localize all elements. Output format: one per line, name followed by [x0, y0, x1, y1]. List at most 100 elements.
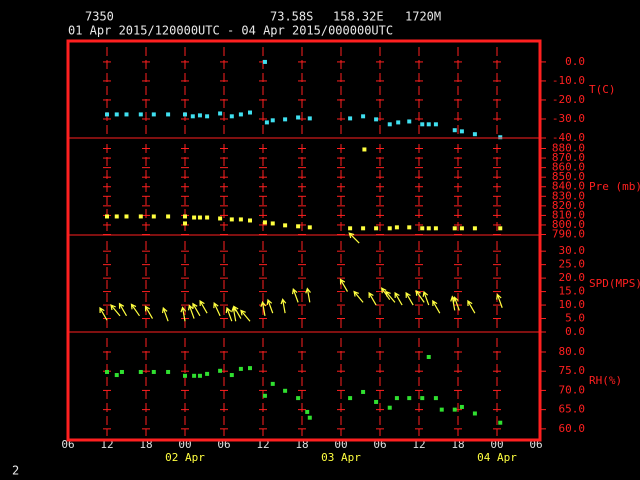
wind-arrow	[415, 289, 425, 303]
data-point	[394, 225, 399, 230]
data-point	[183, 214, 187, 219]
data-point	[420, 226, 425, 231]
data-point	[396, 120, 401, 125]
data-point	[238, 366, 243, 371]
data-point	[192, 373, 197, 378]
data-point	[361, 114, 366, 119]
data-point	[439, 407, 444, 412]
data-point	[229, 373, 234, 378]
y-tick-label: 25.0	[559, 258, 586, 271]
data-point	[305, 409, 310, 414]
data-point	[361, 389, 366, 394]
y-tick-label: 5.0	[565, 312, 585, 325]
y-tick-label: 15.0	[559, 285, 586, 298]
data-point	[307, 225, 312, 230]
y-tick-label: 70.0	[559, 383, 586, 396]
data-point	[387, 405, 392, 410]
data-point	[452, 226, 457, 231]
data-point	[472, 411, 477, 416]
data-point	[166, 214, 171, 219]
data-point	[407, 225, 412, 230]
y-tick-label: 75.0	[559, 364, 586, 377]
data-point	[205, 371, 210, 376]
data-point	[264, 120, 269, 125]
data-point	[218, 111, 223, 116]
data-point	[498, 226, 503, 231]
data-point	[296, 115, 301, 120]
wind-arrow	[118, 302, 128, 317]
data-point	[374, 399, 379, 404]
station-id: 7350	[85, 10, 114, 24]
axis-title: T(C)	[589, 83, 616, 96]
data-point	[218, 368, 223, 373]
y-tick-label: 840.0	[552, 180, 585, 193]
wind-arrow	[260, 300, 267, 316]
data-point	[262, 59, 267, 64]
data-point	[114, 214, 119, 219]
y-tick-label: -20.0	[552, 93, 585, 106]
elevation: 1720M	[405, 10, 441, 24]
data-point	[296, 224, 301, 229]
wind-arrow	[496, 293, 503, 308]
data-point	[105, 369, 109, 374]
wind-arrow	[467, 299, 476, 314]
frame	[66, 39, 542, 442]
data-point	[270, 381, 275, 386]
data-point	[114, 373, 119, 378]
data-point	[166, 112, 171, 117]
y-tick-label: 10.0	[559, 298, 586, 311]
data-point	[387, 226, 392, 231]
data-point	[407, 119, 412, 124]
data-point	[151, 369, 156, 374]
data-point	[270, 118, 275, 123]
wind-arrow	[240, 309, 251, 322]
y-tick-label: 870.0	[552, 151, 585, 164]
data-point	[459, 404, 464, 409]
data-point	[348, 226, 353, 231]
data-point	[459, 129, 464, 134]
wind-arrow	[291, 288, 299, 303]
wind-arrow	[225, 306, 233, 322]
wind-arrow	[192, 302, 201, 317]
wind-arrow	[339, 278, 349, 292]
data-point	[361, 226, 366, 231]
data-point	[472, 226, 477, 231]
date-label: 04 Apr	[477, 451, 517, 464]
data-point	[433, 396, 438, 401]
date-label: 02 Apr	[165, 451, 205, 464]
wind-arrow	[422, 290, 430, 306]
data-point	[374, 226, 379, 231]
y-tick-label: 860.0	[552, 161, 585, 174]
data-point	[270, 221, 275, 226]
wind-arrow	[180, 306, 187, 322]
data-point	[459, 226, 464, 231]
data-point	[433, 122, 438, 127]
data-point	[151, 214, 156, 219]
wind-arrow	[368, 291, 377, 306]
footer: 2	[12, 464, 19, 478]
wind-arrow	[233, 305, 242, 319]
wind-arrow	[280, 298, 287, 314]
wind-arrow	[199, 299, 208, 314]
data-point	[452, 407, 457, 412]
wind-arrow	[405, 291, 414, 306]
data-point	[105, 214, 109, 219]
data-point	[197, 113, 202, 118]
data-point	[420, 396, 425, 401]
wind-arrow	[161, 306, 169, 322]
y-tick-label: 80.0	[559, 345, 586, 358]
data-point	[124, 112, 129, 117]
data-point	[374, 117, 379, 122]
data-point	[262, 393, 267, 398]
period: 01 Apr 2015/120000UTC - 04 Apr 2015/0000…	[68, 24, 393, 38]
data-point	[151, 112, 156, 117]
axis-title: SPD(MPS)	[589, 277, 640, 290]
y-tick-label: 790.0	[552, 228, 585, 241]
data-point	[296, 396, 301, 401]
longitude: 158.32E	[333, 10, 384, 24]
data-point	[248, 218, 252, 223]
data-point	[218, 216, 223, 221]
data-point	[262, 220, 267, 225]
data-point	[498, 135, 503, 140]
wind-arrow	[432, 299, 441, 314]
